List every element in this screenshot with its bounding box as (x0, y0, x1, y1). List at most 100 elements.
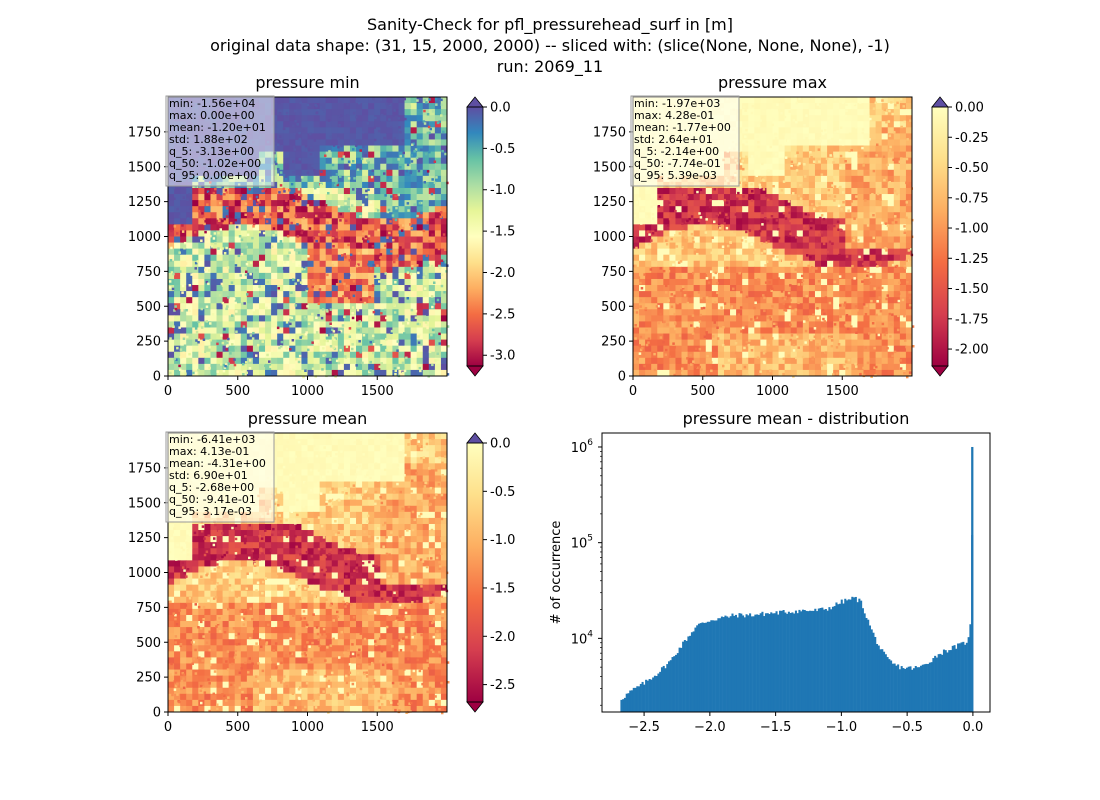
heatmap-cell (863, 278, 870, 286)
heatmap-cell (410, 133, 418, 140)
heatmap-cell (845, 266, 852, 274)
heatmap-speckle (423, 122, 427, 125)
heatmap-cell (198, 291, 205, 298)
heatmap-cell (174, 212, 181, 219)
heatmap-cell (681, 187, 688, 195)
heatmap-cell (845, 285, 852, 292)
heatmap-cell (869, 109, 877, 116)
heatmap-cell (808, 236, 816, 243)
heatmap-cell (723, 327, 731, 334)
heatmap-cell (192, 236, 199, 243)
heatmap-speckle (348, 259, 352, 262)
heatmap-speckle (323, 339, 326, 342)
heatmap-cell (839, 194, 846, 201)
heatmap-cell (736, 333, 743, 341)
heatmap-cell (343, 97, 351, 104)
heatmap-speckle (285, 199, 288, 202)
heatmap-cell (808, 121, 816, 128)
heatmap-cell (174, 369, 181, 377)
heatmap-cell (343, 212, 351, 219)
heatmap-cell (772, 327, 779, 334)
heatmap-cell (289, 224, 296, 231)
heatmap-cell (633, 303, 640, 310)
heatmap-cell (440, 345, 448, 353)
heatmap-cell (271, 266, 278, 274)
heatmap-cell (246, 309, 254, 316)
heatmap-cell (380, 357, 387, 365)
heatmap-cell (693, 242, 701, 250)
heatmap-cell (705, 297, 713, 304)
heatmap-cell (234, 187, 242, 195)
heatmap-cell (192, 351, 199, 359)
heatmap-speckle (208, 346, 211, 349)
heatmap-speckle (358, 101, 361, 105)
heatmap-cell (271, 200, 278, 207)
heatmap-cell (343, 163, 351, 171)
heatmap-cell (319, 303, 327, 310)
heatmap-cell (833, 163, 840, 171)
heatmap-cell (760, 151, 767, 159)
heatmap-cell (699, 248, 707, 256)
heatmap-cell (228, 291, 236, 298)
heatmap-cell (416, 103, 424, 110)
heatmap-cell (790, 127, 798, 134)
heatmap-cell (893, 139, 901, 146)
heatmap-cell (772, 133, 779, 140)
heatmap-cell (313, 145, 321, 152)
heatmap-cell (681, 194, 688, 201)
heatmap-cell (307, 297, 314, 304)
heatmap-cell (289, 236, 296, 243)
heatmap-cell (252, 187, 260, 195)
heatmap-cell (893, 230, 901, 237)
heatmap-cell (368, 163, 375, 171)
heatmap-speckle (332, 346, 335, 349)
heatmap-speckle (272, 234, 275, 237)
heatmap-cell (657, 315, 664, 322)
heatmap-cell (192, 291, 199, 298)
heatmap-cell (204, 212, 211, 219)
heatmap-cell (410, 109, 418, 116)
heatmap-cell (386, 357, 393, 365)
heatmap-cell (307, 115, 314, 122)
heatmap-cell (669, 315, 676, 322)
heatmap-speckle (209, 339, 212, 342)
heatmap-cell (289, 115, 296, 122)
heatmap-cell (301, 260, 308, 268)
heatmap-cell (772, 139, 779, 146)
heatmap-cell (699, 309, 707, 316)
heatmap-cell (790, 206, 798, 213)
heatmap-cell (833, 230, 840, 237)
heatmap-cell (899, 194, 907, 201)
heatmap-cell (748, 206, 755, 213)
heatmap-cell (434, 157, 442, 165)
heatmap-cell (374, 121, 381, 128)
heatmap-cell (349, 357, 357, 365)
heatmap-speckle (173, 197, 176, 200)
heatmap-cell (790, 248, 798, 256)
heatmap-speckle (440, 284, 444, 288)
heatmap-cell (319, 242, 327, 250)
heatmap-speckle (416, 322, 420, 326)
heatmap-cell (204, 327, 211, 334)
heatmap-cell (180, 297, 187, 304)
heatmap-cell (301, 212, 308, 219)
heatmap-cell (778, 103, 786, 110)
heatmap-cell (416, 224, 424, 231)
heatmap-cell (893, 169, 901, 177)
heatmap-speckle (246, 293, 249, 296)
heatmap-cell (669, 327, 676, 334)
heatmap-speckle (434, 97, 438, 101)
heatmap-cell (283, 121, 290, 128)
heatmap-cell (337, 206, 345, 213)
heatmap-speckle (383, 172, 386, 175)
heatmap-cell (380, 303, 387, 310)
heatmap-cell (386, 254, 393, 262)
stats-line: max: 0.00e+00 (169, 109, 255, 122)
heatmap-cell (252, 357, 260, 365)
heatmap-cell (398, 224, 405, 231)
heatmap-cell (887, 169, 895, 177)
heatmap-cell (796, 224, 804, 231)
heatmap-cell (271, 194, 278, 201)
heatmap-cell (881, 200, 889, 207)
heatmap-cell (428, 181, 436, 189)
